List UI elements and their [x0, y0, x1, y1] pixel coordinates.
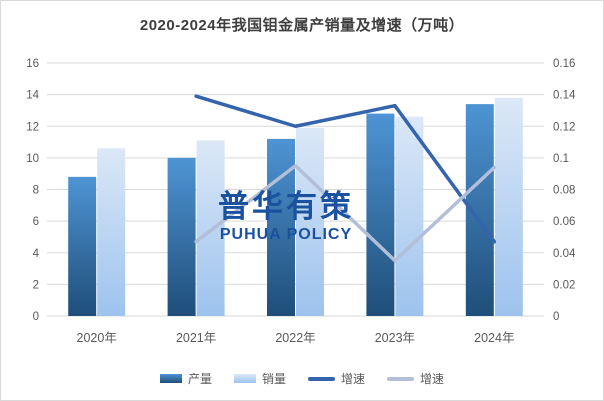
- left-axis-tick: 6: [33, 216, 39, 228]
- legend-item-增速: 增速: [308, 370, 365, 387]
- left-axis-tick: 2: [33, 279, 39, 291]
- chart-title: 2020-2024年我国钼金属产销量及增速（万吨）: [139, 17, 465, 34]
- right-axis-tick: 0.06: [553, 216, 575, 228]
- left-axis-tick: 0: [33, 311, 39, 323]
- right-axis-tick: 0.12: [553, 121, 575, 133]
- legend-item-产量: 产量: [159, 370, 212, 387]
- legend-label: 增速: [341, 372, 366, 386]
- growth-line-dark: [194, 94, 497, 244]
- sales-bar-2023年: [395, 116, 424, 316]
- right-axis-tick: 0.1: [553, 153, 569, 165]
- legend-swatch-production-bar: [159, 374, 182, 383]
- legend-swatch-dark-line: [308, 376, 335, 381]
- left-axis-tick: 10: [26, 153, 39, 165]
- x-axis-label-2023年: 2023年: [375, 331, 415, 345]
- right-axis-tick: 0.14: [553, 90, 576, 102]
- left-axis-tick: 16: [26, 58, 39, 70]
- right-axis-tick: 0.16: [553, 58, 575, 70]
- production-bar-2022年: [267, 138, 295, 316]
- legend-item-增速: 增速: [387, 370, 444, 387]
- legend-label: 销量: [261, 372, 286, 386]
- legend-swatch-sales-bar: [233, 374, 256, 383]
- sales-bar-2020年: [97, 148, 126, 316]
- left-axis-tick: 8: [33, 185, 39, 197]
- right-axis-tick: 0.08: [553, 185, 575, 197]
- sales-bar-2021年: [196, 140, 225, 316]
- left-axis-tick: 14: [26, 90, 39, 102]
- x-axis-label-2020年: 2020年: [77, 331, 117, 345]
- x-axis-label-2022年: 2022年: [275, 331, 315, 345]
- legend-label: 增速: [420, 372, 445, 386]
- left-axis-tick: 4: [33, 248, 40, 260]
- growth-line-light: [194, 164, 497, 263]
- right-axis-tick: 0.04: [553, 248, 576, 260]
- legend-item-销量: 销量: [233, 370, 286, 387]
- production-bar-2021年: [167, 157, 196, 316]
- production-bar-2023年: [366, 113, 395, 316]
- legend-swatch-light-line: [387, 376, 415, 381]
- x-axis-label-2024年: 2024年: [474, 331, 514, 345]
- left-axis-tick: 12: [26, 121, 39, 133]
- legend-label: 产量: [187, 372, 212, 386]
- right-axis-tick: 0.02: [553, 279, 575, 291]
- sales-bar-2022年: [296, 127, 324, 316]
- sales-bar-2024年: [494, 97, 523, 316]
- x-axis-label-2021年: 2021年: [176, 331, 216, 345]
- production-bar-2020年: [68, 176, 97, 316]
- legend: 产量 销量 增速 增速: [1, 370, 603, 387]
- right-axis-tick: 0: [553, 311, 559, 323]
